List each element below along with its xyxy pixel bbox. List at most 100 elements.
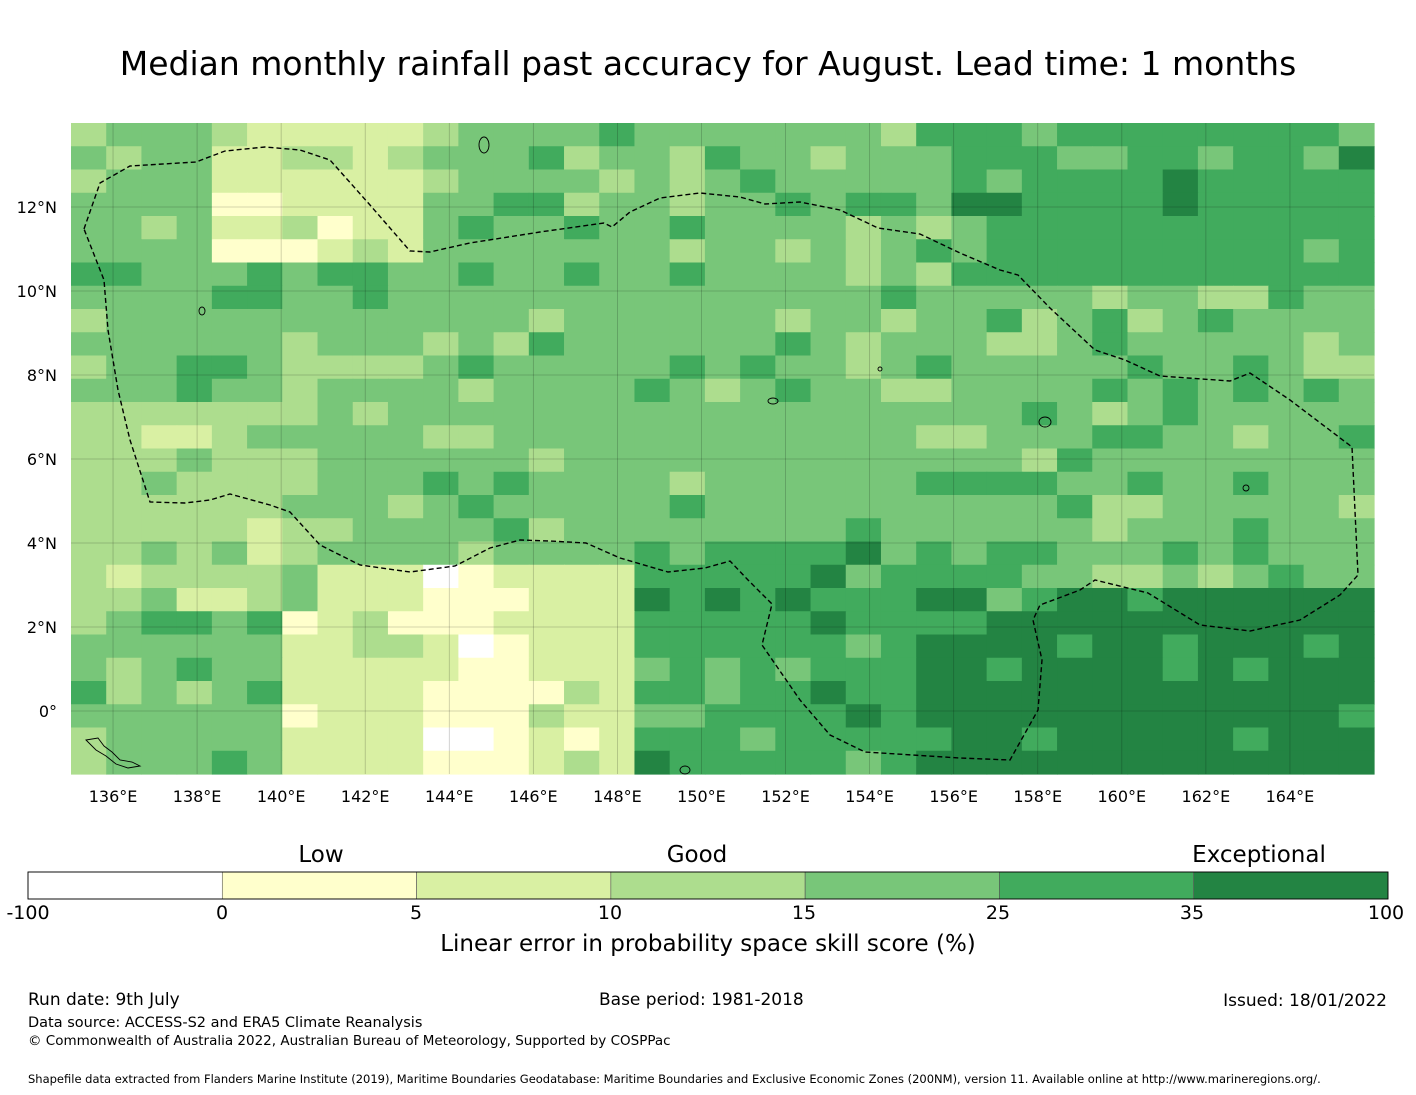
grid-cell xyxy=(775,518,812,543)
grid-cell xyxy=(247,541,283,566)
grid-cell xyxy=(951,262,988,287)
grid-cell xyxy=(211,727,248,752)
grid-cell xyxy=(986,518,1023,543)
grid-cell xyxy=(528,750,565,775)
grid-cell xyxy=(493,309,530,333)
longitude-tick: 154°E xyxy=(845,787,894,806)
grid-cell xyxy=(775,495,812,519)
grid-cell xyxy=(740,262,776,287)
grid-cell xyxy=(528,471,565,496)
grid-cell xyxy=(1092,192,1129,217)
grid-cell xyxy=(740,146,776,171)
grid-cell xyxy=(282,169,319,194)
grid-cell xyxy=(916,262,953,287)
grid-cell xyxy=(810,262,847,287)
grid-cell xyxy=(845,239,882,264)
grid-cell xyxy=(951,239,988,264)
latitude-tick: 12°N xyxy=(17,198,57,217)
grid-cell xyxy=(211,634,248,659)
grid-cell xyxy=(634,657,671,682)
grid-cell xyxy=(211,611,248,636)
grid-cell xyxy=(458,146,495,171)
grid-cell xyxy=(1268,611,1305,636)
grid-cell xyxy=(1338,657,1375,682)
grid-cell xyxy=(247,425,283,450)
grid-cell xyxy=(634,564,671,589)
grid-cell xyxy=(916,634,953,659)
grid-cell xyxy=(1197,239,1234,264)
grid-cell xyxy=(669,285,706,310)
grid-cell xyxy=(1197,402,1234,426)
grid-cell xyxy=(1021,216,1058,240)
grid-cell xyxy=(458,402,495,426)
grid-cell xyxy=(247,262,283,287)
grid-cell xyxy=(1057,146,1093,171)
grid-cell xyxy=(1057,192,1093,217)
grid-cell xyxy=(599,146,636,171)
grid-cell xyxy=(1092,332,1129,357)
grid-cell xyxy=(880,750,917,775)
grid-cell xyxy=(211,169,248,194)
grid-cell xyxy=(71,402,107,426)
grid-cell xyxy=(775,657,812,682)
grid-cell xyxy=(106,657,143,682)
grid-cell xyxy=(564,309,600,333)
grid-cell xyxy=(704,495,741,519)
grid-cell xyxy=(423,332,459,357)
grid-cell xyxy=(880,285,917,310)
grid-cell xyxy=(916,239,953,264)
grid-cell xyxy=(71,262,107,287)
grid-cell xyxy=(352,611,389,636)
grid-cell xyxy=(740,425,776,450)
grid-cell xyxy=(599,448,636,473)
grid-cell xyxy=(247,611,283,636)
longitude-tick: 148°E xyxy=(593,787,642,806)
grid-cell xyxy=(1021,727,1058,752)
grid-cell xyxy=(880,425,917,450)
grid-cell xyxy=(106,495,143,519)
grid-cell xyxy=(352,541,389,566)
grid-cell xyxy=(1303,123,1340,147)
grid-cell xyxy=(669,332,706,357)
grid-cell xyxy=(634,471,671,496)
grid-cell xyxy=(423,216,459,240)
grid-cell xyxy=(1197,564,1234,589)
grid-cell xyxy=(740,123,776,147)
grid-cell xyxy=(986,402,1023,426)
grid-cell xyxy=(1233,262,1269,287)
grid-cell xyxy=(493,448,530,473)
longitude-tick: 138°E xyxy=(173,787,222,806)
grid-cell xyxy=(704,634,741,659)
grid-cell xyxy=(141,262,178,287)
grid-cell xyxy=(387,495,424,519)
grid-cell xyxy=(775,285,812,310)
grid-cell xyxy=(1057,262,1093,287)
grid-cell xyxy=(916,588,953,612)
colorbar-segment xyxy=(1193,871,1389,900)
grid-cell xyxy=(1127,123,1164,147)
grid-cell xyxy=(1303,727,1340,752)
grid-cell xyxy=(986,355,1023,380)
grid-cell xyxy=(775,239,812,264)
grid-cell xyxy=(669,123,706,147)
grid-cell xyxy=(282,192,319,217)
grid-cell xyxy=(317,169,354,194)
grid-cell xyxy=(352,309,389,333)
grid-cell xyxy=(1057,704,1093,729)
grid-cell xyxy=(1057,588,1093,612)
grid-cell xyxy=(986,634,1023,659)
grid-cell xyxy=(1268,704,1305,729)
grid-cell xyxy=(317,727,354,752)
grid-cell xyxy=(564,216,600,240)
grid-cell xyxy=(528,704,565,729)
grid-cell xyxy=(1268,378,1305,403)
grid-cell xyxy=(423,495,459,519)
grid-cell xyxy=(423,611,459,636)
grid-cell xyxy=(1197,192,1234,217)
grid-cell xyxy=(986,216,1023,240)
grid-cell xyxy=(317,681,354,705)
grid-cell xyxy=(634,634,671,659)
grid-cell xyxy=(1303,588,1340,612)
grid-cell xyxy=(916,564,953,589)
colorbar-label: Linear error in probability space skill … xyxy=(440,931,976,957)
